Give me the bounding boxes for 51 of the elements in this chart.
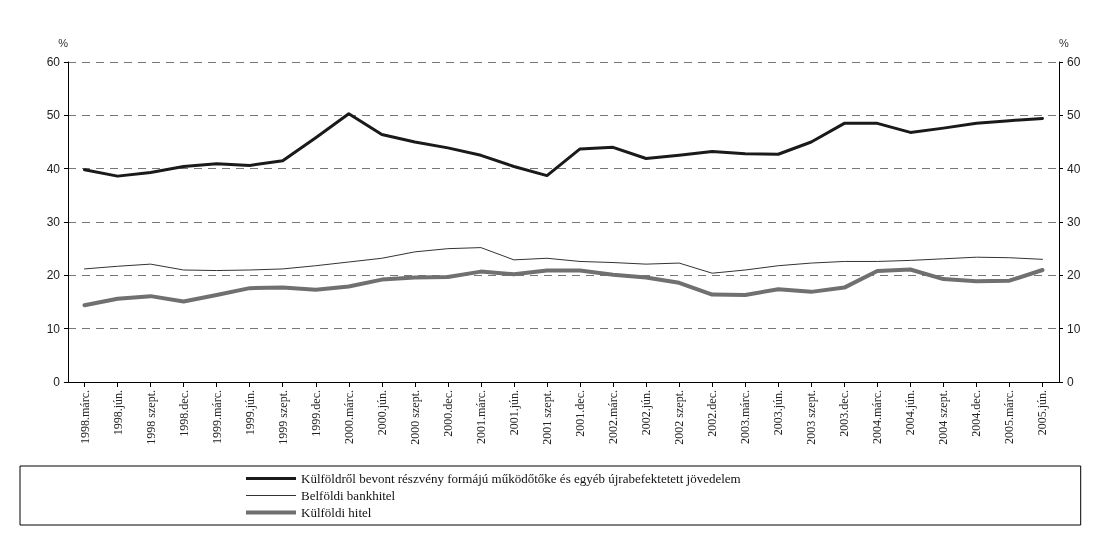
y-tick-label: 0 <box>53 375 61 389</box>
y-tick-label: 60 <box>46 55 61 69</box>
x-tick-label: 1999 szept. <box>275 390 290 445</box>
y2-tick-label: 60 <box>1067 55 1081 69</box>
x-tick-label: 2005.jún. <box>1035 390 1050 436</box>
y-axis-title: % <box>58 36 69 49</box>
y-tick-label: 30 <box>46 215 61 229</box>
x-tick-label: 1998.dec. <box>176 390 191 437</box>
y2-tick-label: 40 <box>1067 161 1081 176</box>
line-series <box>83 112 1044 178</box>
y2-axis-title: % <box>1059 36 1069 49</box>
y2-tick-label: 50 <box>1067 108 1081 123</box>
x-tick-label: 2004 szept. <box>936 390 951 445</box>
x-tick-label: 1999.márc. <box>209 390 224 444</box>
x-tick-label: 2002 szept. <box>672 390 687 445</box>
x-tick-label: 1998.márc. <box>77 390 92 444</box>
y-tick-label: 50 <box>46 108 61 123</box>
y2-tick-label: 20 <box>1067 268 1081 283</box>
x-tick-label: 2004.márc. <box>870 390 885 444</box>
x-tick-label: 2005.márc. <box>1002 390 1017 444</box>
x-tick-label: 2002.jún. <box>639 390 654 436</box>
y-tick-label: 10 <box>46 321 61 336</box>
y-tick-label: 20 <box>46 268 61 283</box>
y2-tick-label: 0 <box>1067 375 1074 389</box>
x-tick-label: 2002.dec. <box>705 390 720 437</box>
x-tick-label: 2001 szept. <box>539 390 554 445</box>
x-tick-label: 2004.jún. <box>903 390 918 436</box>
x-tick-label: 1999.dec. <box>308 390 323 437</box>
legend-label: Belföldi bankhitel <box>301 488 396 503</box>
y2-tick-label: 10 <box>1067 321 1081 336</box>
x-tick-label: 2004.dec. <box>969 390 984 437</box>
x-tick-label: 2000 szept. <box>407 390 422 445</box>
x-tick-label: 2000.jún. <box>374 390 389 436</box>
y-tick-label: 40 <box>46 161 61 176</box>
legend-label: Külföldről bevont részvény formájú működőtőke és egyéb újrabefektetett jövedelem <box>301 471 741 486</box>
x-tick-label: 2002.márc. <box>606 390 621 444</box>
line-series <box>84 247 1043 274</box>
x-tick-label: 2003.dec. <box>837 390 852 437</box>
x-tick-label: 1999.jún. <box>242 390 257 436</box>
x-tick-label: 2003 szept. <box>804 390 819 445</box>
x-tick-label: 2001.jún. <box>506 390 521 436</box>
x-tick-label: 2003.jún. <box>771 390 786 436</box>
y2-tick-label: 30 <box>1067 215 1081 229</box>
legend-label: Külföldi hitel <box>301 505 372 520</box>
x-tick-label: 2001.dec. <box>573 390 588 437</box>
x-tick-label: 1998.jún. <box>110 390 125 436</box>
x-tick-label: 2000.márc. <box>341 390 356 444</box>
x-tick-label: 2001.márc. <box>473 390 488 444</box>
x-tick-label: 2000.dec. <box>440 390 455 437</box>
x-tick-label: 1998 szept. <box>143 390 158 445</box>
x-tick-label: 2003.márc. <box>738 390 753 444</box>
